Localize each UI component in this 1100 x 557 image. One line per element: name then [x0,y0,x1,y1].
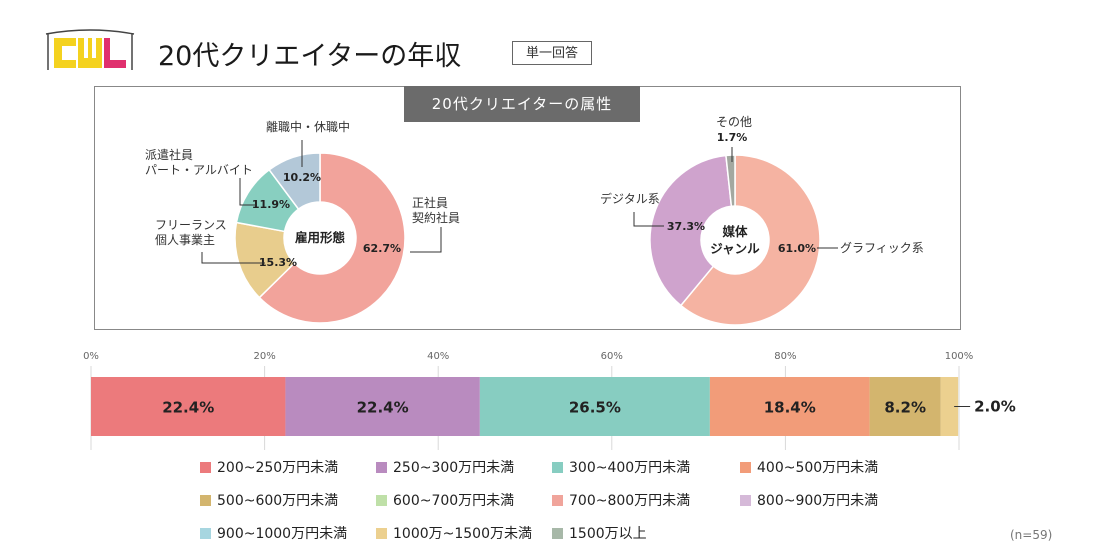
legend-item: 400~500万円未満 [740,457,878,477]
legend-label: 500~600万円未満 [217,493,339,509]
bar-segment [479,377,710,436]
bar-value-label: 2.0% [974,398,1016,416]
bar-value-label: 18.4% [764,399,816,417]
x-tick-label: 20% [253,351,275,362]
slice-value-label: 37.3% [667,220,705,233]
slice-category-label: デジタル系 [600,191,660,206]
bar-segment [869,377,941,436]
legend-swatch [376,528,387,539]
legend-swatch [740,495,751,506]
leader-line [633,212,664,227]
slice-value-label: 15.3% [259,256,297,269]
legend-item: 600~700万円未満 [376,490,514,510]
legend-swatch [200,495,211,506]
legend-swatch [552,495,563,506]
x-tick-label: 80% [774,351,796,362]
legend-label: 300~400万円未満 [569,460,691,476]
legend-item: 500~600万円未満 [200,490,338,510]
bar-value-label: 22.4% [357,399,409,417]
bar-value-label: 8.2% [884,399,926,417]
legend-item: 250~300万円未満 [376,457,514,477]
donut-center-label: 媒体ジャンル [710,224,760,256]
legend-swatch [200,462,211,473]
legend-item: 800~900万円未満 [740,490,878,510]
bar-value-label: 22.4% [162,399,214,417]
cwl-logo [45,29,135,70]
pie-slice [725,154,736,208]
legend-swatch [740,462,751,473]
legend-label: 250~300万円未満 [393,460,515,476]
legend-label: 900~1000万円未満 [217,526,348,542]
slice-value-label: 62.7% [363,242,401,255]
bar-segment [91,377,286,436]
slice-value-label: 61.0% [778,242,816,255]
legend-item: 200~250万円未満 [200,457,338,477]
legend-label: 1500万以上 [569,526,647,542]
pie-slice [679,154,821,326]
legend-label: 700~800万円未満 [569,493,691,509]
leader-line [239,178,256,206]
legend-item: 1000万~1500万未満 [376,523,532,543]
sample-size-label: (n=59) [1010,528,1053,542]
slice-category-label: 正社員契約社員 [412,195,460,225]
bar-segment [285,377,480,436]
legend-swatch [376,495,387,506]
legend-item: 300~400万円未満 [552,457,690,477]
page-title: 20代クリエイターの年収 [158,41,462,72]
slice-category-label: フリーランス個人事業主 [155,218,227,247]
legend-label: 200~250万円未満 [217,460,339,476]
bar-segment [709,377,870,436]
bar-value-label: 26.5% [569,399,621,417]
x-tick-label: 40% [427,351,449,362]
legend-label: 400~500万円未満 [757,460,879,476]
slice-category-label: その他 [716,115,752,129]
panel-title: 20代クリエイターの属性 [404,86,640,122]
slice-value-label: 1.7% [717,131,748,144]
x-tick-label: 100% [945,351,974,362]
x-tick-label: 0% [83,351,99,362]
slice-category-label: グラフィック系 [840,241,924,255]
legend-label: 1000万~1500万未満 [393,526,532,542]
slice-category-label: 離職中・休職中 [266,119,350,134]
legend-swatch [552,528,563,539]
pie-slice [268,152,321,211]
legend-item: 700~800万円未満 [552,490,690,510]
legend-item: 1500万以上 [552,523,647,543]
legend-swatch [552,462,563,473]
pie-slice [258,152,406,324]
bar-segment [940,377,959,436]
pie-slice [649,154,733,307]
leader-line [410,227,442,253]
legend-label: 800~900万円未満 [757,493,879,509]
leader-line [201,252,265,264]
answer-type-tag: 単一回答 [512,41,592,65]
donut-center-label: 雇用形態 [295,230,346,245]
legend-swatch [200,528,211,539]
legend-label: 600~700万円未満 [393,493,515,509]
legend-swatch [376,462,387,473]
legend-item: 900~1000万円未満 [200,523,347,543]
x-tick-label: 60% [601,351,623,362]
slice-category-label: 派遣社員パート・アルバイト [145,147,253,177]
slice-value-label: 10.2% [283,171,321,184]
slice-value-label: 11.9% [252,198,290,211]
